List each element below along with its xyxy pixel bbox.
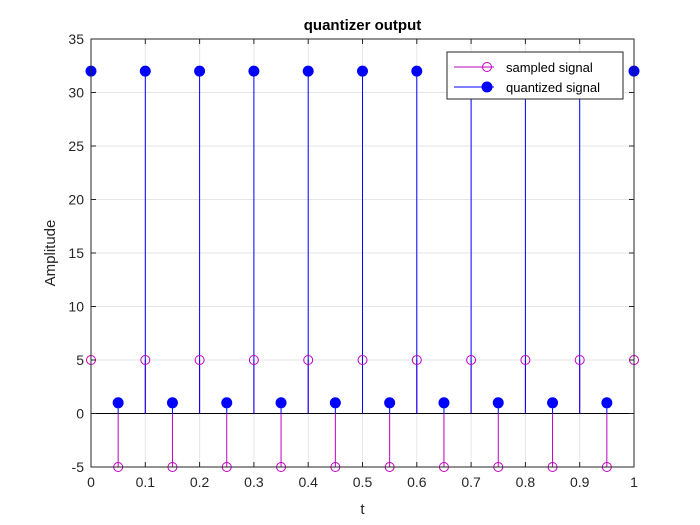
data-point-series-1: [357, 65, 368, 77]
data-point-series-1: [302, 65, 314, 77]
data-point-series-0: [411, 355, 422, 365]
legend-marker: [481, 81, 493, 93]
data-point-series-0: [520, 355, 531, 365]
y-tick-label: 30: [68, 85, 84, 101]
y-axis-label: Amplitude: [42, 220, 59, 287]
x-tick-label: 1: [630, 474, 638, 490]
x-tick-label: 0: [87, 474, 95, 490]
y-tick-label: -5: [72, 459, 85, 475]
data-point-series-0: [303, 355, 314, 365]
y-tick-label: 0: [76, 406, 84, 422]
ticks: [90, 38, 635, 468]
legend-box: [446, 51, 624, 100]
data-point-series-1: [329, 397, 341, 409]
y-tick-label: 10: [68, 299, 84, 315]
data-point-series-1: [411, 65, 423, 77]
legend-label: sampled signal: [506, 60, 593, 75]
x-tick-label: 0.7: [461, 474, 481, 490]
x-tick-label: 0.3: [244, 474, 264, 490]
data-point-series-1: [112, 397, 124, 409]
data-point-series-0: [466, 355, 477, 365]
y-tick-labels: -5 0 5 10 15 20 25 30 35: [68, 31, 84, 475]
chart-title: quantizer output: [304, 17, 421, 34]
legend: sampled signal quantized signal: [446, 51, 624, 100]
legend-label: quantized signal: [506, 80, 600, 95]
data-point-series-0: [357, 355, 368, 365]
legend-items: sampled signal quantized signal: [454, 60, 600, 95]
data-point-series-0: [194, 355, 205, 365]
data-point-series-1: [275, 397, 287, 409]
data-point-series-1: [601, 397, 613, 409]
data-point-series-0: [248, 355, 259, 365]
data-point-series-1: [384, 397, 396, 409]
x-axis-label: t: [360, 501, 365, 518]
x-tick-label: 0.6: [407, 474, 427, 490]
data-point-series-1: [438, 397, 450, 409]
markers: [85, 65, 640, 472]
x-tick-labels: 0 0.1 0.2 0.3 0.4 0.5 0.6 0.7 0.8 0.9 1: [87, 474, 638, 490]
data-point-series-1: [194, 65, 206, 77]
x-tick-label: 0.5: [353, 474, 373, 490]
y-tick-label: 20: [68, 192, 84, 208]
x-tick-label: 0.8: [516, 474, 536, 490]
y-tick-label: 15: [68, 245, 84, 261]
data-point-series-0: [140, 355, 151, 365]
y-tick-label: 5: [76, 352, 84, 368]
y-tick-label: 35: [68, 31, 84, 47]
x-tick-label: 0.2: [190, 474, 210, 490]
data-point-series-1: [139, 65, 151, 77]
x-tick-label: 0.4: [298, 474, 318, 490]
data-point-series-1: [166, 397, 178, 409]
legend-marker: [482, 62, 492, 72]
x-tick-label: 0.1: [136, 474, 156, 490]
data-point-series-0: [574, 355, 585, 365]
data-point-series-1: [547, 397, 559, 409]
data-point-series-1: [221, 397, 233, 409]
data-point-series-1: [248, 65, 260, 77]
x-tick-label: 0.9: [570, 474, 590, 490]
data-point-series-1: [492, 397, 504, 409]
y-tick-label: 25: [68, 138, 84, 154]
